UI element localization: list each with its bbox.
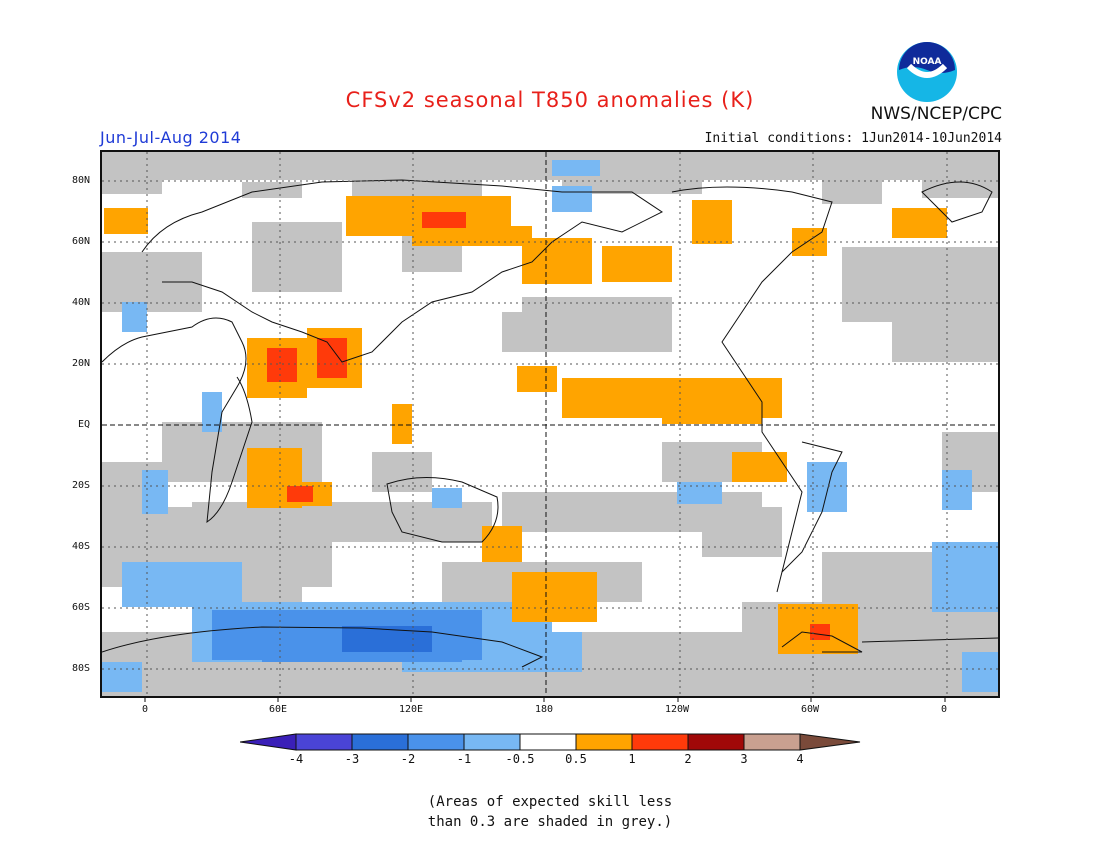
graticule <box>102 152 998 696</box>
colorbar-bin-1 <box>295 733 353 751</box>
warm-anomaly-red <box>267 212 830 640</box>
lat-label-60s: 60S <box>72 602 91 613</box>
colorbar-label-neg05: -0.5 <box>505 752 535 766</box>
colorbar-bin-8 <box>687 733 745 751</box>
colorbar-label-pos4: 4 <box>796 752 804 766</box>
colorbar-max-arrow <box>799 733 861 751</box>
noaa-logo: NOAA <box>897 42 957 102</box>
lon-label-60w: 60W <box>800 704 820 715</box>
skill-note: (Areas of expected skill less than 0.3 a… <box>0 792 1100 832</box>
lon-label-180: 180 <box>534 704 554 715</box>
colorbar-label-neg4: -4 <box>288 752 304 766</box>
anomaly-map-canvas <box>102 152 998 696</box>
agency-label: NWS/NCEP/CPC <box>870 104 1002 124</box>
skill-note-line-1: (Areas of expected skill less <box>427 794 673 810</box>
colorbar-label-pos2: 2 <box>684 752 692 766</box>
colorbar-min-arrow <box>240 733 297 751</box>
lat-label-60n: 60N <box>72 236 91 247</box>
colorbar-label-pos1: 1 <box>628 752 636 766</box>
lon-label-60e: 60E <box>268 704 288 715</box>
colorbar-label-neg3: -3 <box>344 752 360 766</box>
lat-label-eq: EQ <box>78 419 91 430</box>
equator-dateline <box>102 152 998 696</box>
lat-label-80s: 80S <box>72 663 91 674</box>
lat-label-80n: 80N <box>72 175 91 186</box>
lon-label-0: 0 <box>141 704 149 715</box>
coastlines <box>102 179 998 668</box>
colorbar-bin-5 <box>519 733 577 751</box>
colorbar-label-neg2: -2 <box>400 752 416 766</box>
lon-label-0-east: 0 <box>940 704 948 715</box>
lon-label-120w: 120W <box>664 704 690 715</box>
lat-label-40s: 40S <box>72 541 91 552</box>
lat-label-40n: 40N <box>72 297 91 308</box>
colorbar-bin-9 <box>743 733 801 751</box>
anomaly-map <box>100 150 1000 698</box>
colorbar-bin-7 <box>631 733 689 751</box>
lat-label-20n: 20N <box>72 358 91 369</box>
colorbar-bin-2 <box>351 733 409 751</box>
forecast-period: Jun-Jul-Aug 2014 <box>100 128 242 147</box>
colorbar-label-pos3: 3 <box>740 752 748 766</box>
colorbar-label-neg1: -1 <box>456 752 472 766</box>
colorbar <box>240 733 861 751</box>
chart-title: CFSv2 seasonal T850 anomalies (K) <box>345 88 755 112</box>
lon-label-120e: 120E <box>398 704 424 715</box>
axis-ticks <box>144 696 946 702</box>
colorbar-bin-6 <box>575 733 633 751</box>
colorbar-bin-4 <box>463 733 521 751</box>
logo-text: NOAA <box>913 57 942 67</box>
colorbar-bin-3 <box>407 733 465 751</box>
cool-anomaly-strong <box>342 626 432 652</box>
skill-note-line-2: than 0.3 are shaded in grey.) <box>427 814 673 830</box>
initial-conditions: Initial conditions: 1Jun2014-10Jun2014 <box>704 131 1002 146</box>
colorbar-label-pos05: 0.5 <box>565 752 587 766</box>
lat-label-20s: 20S <box>72 480 91 491</box>
